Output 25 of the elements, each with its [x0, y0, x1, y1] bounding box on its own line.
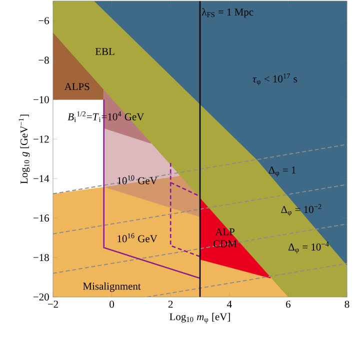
annotation: λ$_{FS}$ = 1 Mpc: [202, 8, 254, 18]
x-tick-label: 4: [226, 300, 232, 308]
annotation: EBL: [95, 48, 114, 55]
annotation: 10$^{16}$ GeV: [118, 233, 158, 242]
y-axis-title: Log$_{10}$ g [GeV$^{−1}$]: [18, 114, 30, 184]
x-tick-label: 6: [286, 300, 291, 308]
annotation: τ$_{φ}$ < 10$^{17}$ s: [252, 74, 298, 86]
y-tick-label: −6: [38, 17, 50, 24]
annotation: ALPS: [64, 83, 90, 90]
annotation: Misalignment: [83, 282, 141, 292]
x-tick-label: 2: [168, 300, 173, 308]
y-tick-label: −16: [33, 214, 50, 222]
y-tick-label: −18: [33, 254, 49, 262]
annotation: 10$^{10}$ GeV: [118, 175, 158, 184]
y-tick-label: −8: [38, 56, 49, 64]
annotation: Δ$_{φ}$ = 10$^{−4}$: [288, 242, 329, 254]
y-tick-label: −12: [33, 136, 49, 143]
x-tick-label: 0: [110, 300, 114, 308]
x-tick-label: −2: [48, 300, 58, 308]
annotation: Δ$_{φ}$ = 1: [268, 166, 296, 177]
x-tick-label: 8: [344, 300, 350, 308]
y-tick-label: −10: [33, 96, 49, 104]
x-axis-title: Log$_{10}$ m$_{φ}$ [eV]: [170, 312, 230, 324]
y-tick-label: −14: [33, 175, 50, 182]
y-tick-label: −20: [33, 293, 49, 301]
